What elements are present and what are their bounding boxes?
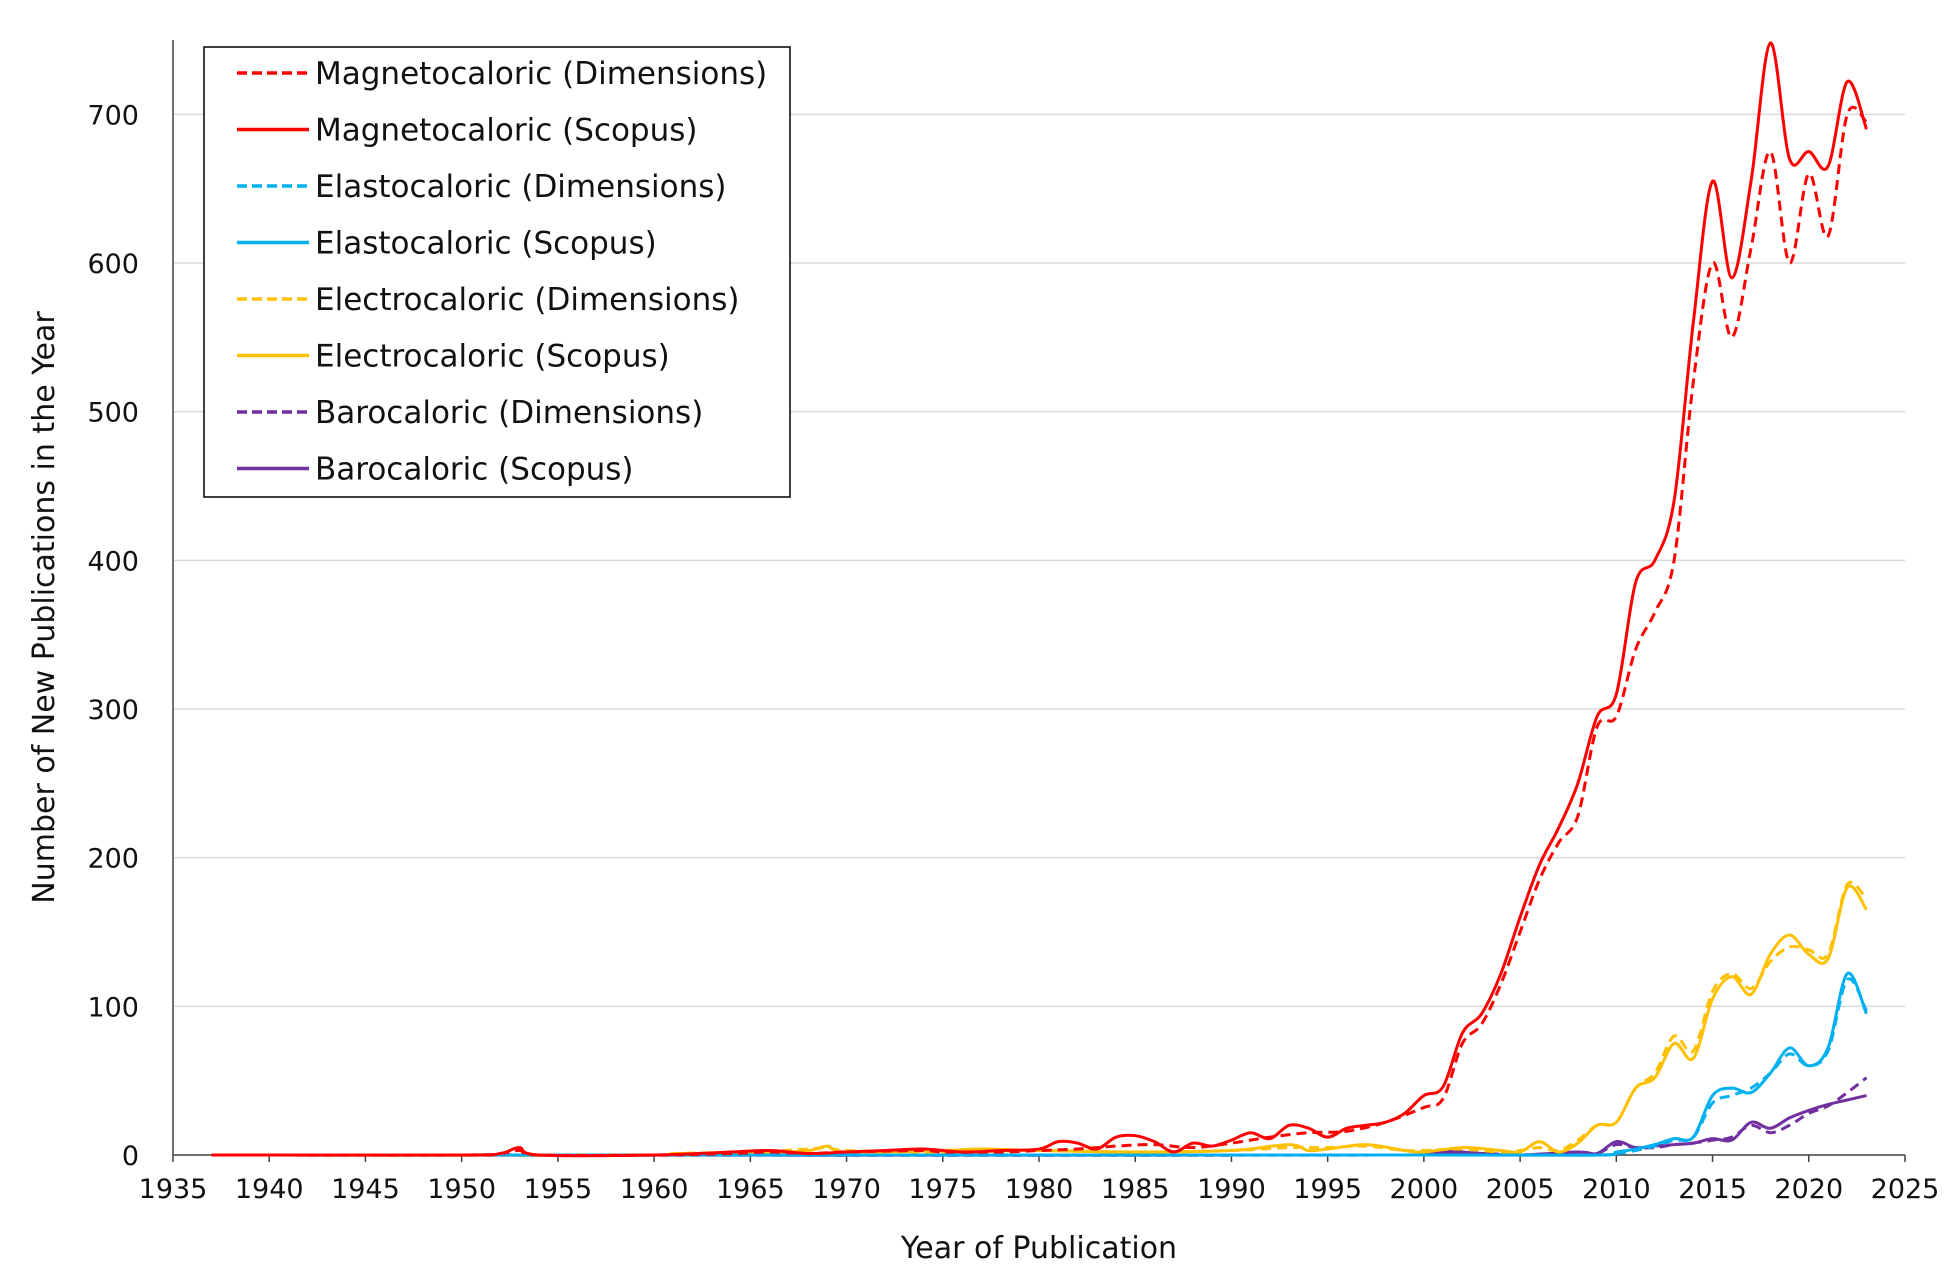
x-tick-label: 1990 (1197, 1174, 1266, 1205)
legend-label-barocaloric-scopus: Barocaloric (Scopus) (315, 452, 634, 488)
legend-label-barocaloric-dimensions: Barocaloric (Dimensions) (315, 395, 703, 431)
y-tick-label: 100 (87, 992, 139, 1023)
x-tick-label: 1940 (235, 1174, 304, 1205)
y-tick-label: 400 (87, 546, 139, 577)
series-line-magnetocaloric-dimensions (211, 105, 1868, 1157)
x-tick-label: 2000 (1390, 1174, 1459, 1205)
x-tick-label: 1945 (331, 1174, 400, 1205)
legend-label-elastocaloric-dimensions: Elastocaloric (Dimensions) (315, 169, 726, 205)
x-tick-label: 2015 (1678, 1174, 1747, 1205)
x-tick-label: 1955 (524, 1174, 593, 1205)
x-tick-label: 2005 (1486, 1174, 1555, 1205)
y-tick-label: 200 (87, 844, 139, 875)
x-tick-label: 1965 (716, 1174, 785, 1205)
y-tick-label: 700 (87, 100, 139, 131)
x-tick-label: 1935 (139, 1174, 208, 1205)
series-line-elastocaloric-scopus (211, 971, 1868, 1157)
series-line-barocaloric-scopus (211, 1094, 1867, 1157)
x-tick-label: 1995 (1293, 1174, 1362, 1205)
legend-label-magnetocaloric-dimensions: Magnetocaloric (Dimensions) (315, 56, 767, 92)
legend-label-magnetocaloric-scopus: Magnetocaloric (Scopus) (315, 113, 698, 149)
series-line-barocaloric-dimensions (211, 1076, 1868, 1157)
legend-box (203, 46, 791, 498)
x-tick-label: 1960 (620, 1174, 689, 1205)
legend-label-electrocaloric-scopus: Electrocaloric (Scopus) (315, 339, 670, 375)
y-tick-label: 600 (87, 249, 139, 280)
legend-label-electrocaloric-dimensions: Electrocaloric (Dimensions) (315, 282, 740, 318)
y-tick-labels: 0 100 200 300 400 500 600 700 (87, 100, 139, 1172)
series-line-electrocaloric-scopus (211, 884, 1868, 1157)
x-tick-label: 1970 (812, 1174, 881, 1205)
series-lines (211, 41, 1868, 1158)
y-axis-title: Number of New Publications in the Year (27, 311, 62, 904)
legend-label-elastocaloric-scopus: Elastocaloric (Scopus) (315, 226, 657, 262)
y-tick-label: 0 (122, 1141, 139, 1172)
series-line-electrocaloric-dimensions (211, 880, 1868, 1157)
x-tick-label: 1980 (1005, 1174, 1074, 1205)
x-tick-label: 2020 (1774, 1174, 1843, 1205)
y-tick-label: 500 (87, 398, 139, 429)
y-tick-label: 300 (87, 695, 139, 726)
x-tick-labels: 1935 1940 1945 1950 1955 1960 1965 1970 1975 1980… (139, 1174, 1940, 1205)
x-axis-title: Year of Publication (900, 1231, 1177, 1266)
x-tick-label: 2025 (1871, 1174, 1940, 1205)
series-line-elastocaloric-dimensions (211, 977, 1868, 1157)
legend: Magnetocaloric (Dimensions) Magnetocalori… (203, 46, 791, 498)
x-tick-label: 1985 (1101, 1174, 1170, 1205)
x-tick-label: 1975 (908, 1174, 977, 1205)
x-tick-label: 2010 (1582, 1174, 1651, 1205)
x-tick-label: 1950 (427, 1174, 496, 1205)
